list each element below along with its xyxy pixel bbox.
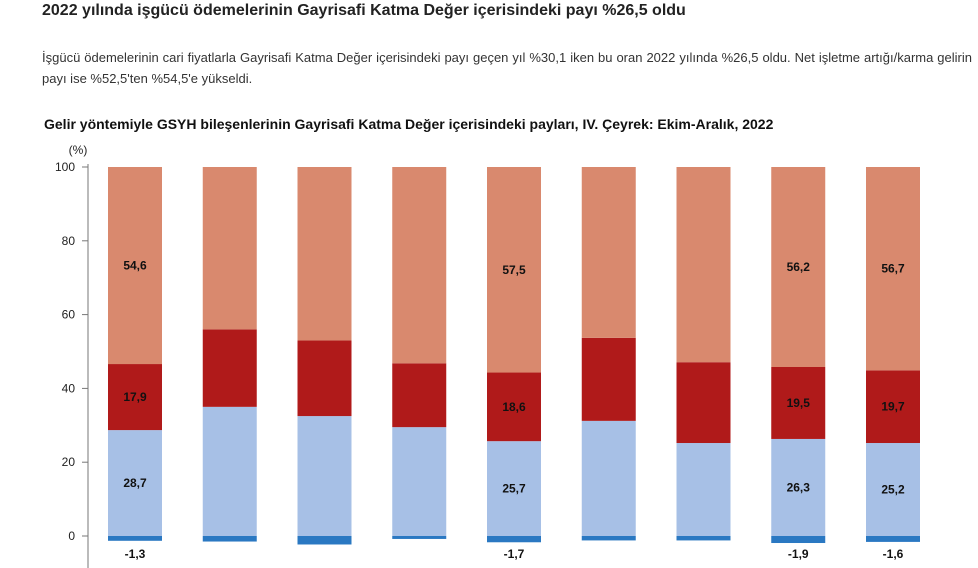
bar-segment-labor [487,441,541,536]
y-tick-label: 100 [55,160,75,174]
bar-segment-labor [676,443,731,536]
bar-segment-labor [297,416,352,536]
data-label: -1,9 [788,547,809,561]
bar-segment-taxes [392,363,447,428]
data-label: -1,6 [883,547,904,561]
bar-segment-surplus [108,167,162,365]
data-label: 57,5 [502,263,526,277]
bar-segment-labor [108,430,162,536]
bar-segment-negative [581,536,636,541]
bar-segment-taxes [297,340,352,417]
bar-segment-surplus [297,167,352,341]
bar-segment-surplus [866,167,920,371]
data-label: 28,7 [123,476,147,490]
bar-segment-negative [297,536,352,545]
bar-segment-taxes [581,337,636,421]
bar-segment-surplus [581,167,636,338]
bar-segment-negative [487,536,541,543]
bar-segment-labor [392,427,447,536]
bar-segment-taxes [108,364,162,431]
data-label: 25,2 [881,483,905,497]
bar-segment-negative [866,536,920,542]
headline: 2022 yılında işgücü ödemelerinin Gayrisa… [42,2,686,19]
y-tick-label: 20 [62,455,76,469]
bar-segment-taxes [866,370,920,444]
data-label: -1,3 [125,547,146,561]
description-paragraph: İşgücü ödemelerinin cari fiyatlarla Gayr… [42,50,972,86]
bar-segment-labor [202,406,257,536]
y-tick-label: 80 [62,234,76,248]
y-tick-label: 60 [62,308,76,322]
bar-segment-taxes [487,372,541,442]
bar-segment-negative [108,536,162,541]
bar-segment-labor [866,443,920,536]
y-tick-label: 40 [62,381,76,395]
data-label: -1,7 [504,547,525,561]
bar-segment-surplus [487,167,541,373]
bar-segment-surplus [771,167,826,367]
bar-segment-negative [676,536,731,541]
bar-segment-negative [202,536,257,542]
y-tick-label: 0 [68,529,75,543]
data-label: 17,9 [123,390,147,404]
bar-segment-taxes [202,329,257,407]
bar-segment-taxes [771,366,826,439]
bar-segment-surplus [392,167,447,364]
data-label: 26,3 [787,480,811,494]
data-label: 56,7 [881,262,905,276]
y-axis-unit-label: (%) [69,143,88,157]
data-label: 56,2 [787,260,811,274]
bar-segment-surplus [676,167,731,363]
bar-segment-labor [771,438,826,536]
bar-segment-taxes [676,362,731,444]
data-label: 54,6 [123,259,147,273]
data-label: 19,5 [787,396,811,410]
bar-segment-negative [771,536,826,544]
bar-segment-labor [581,420,636,536]
data-label: 18,6 [502,400,526,414]
chart-title: Gelir yöntemiyle GSYH bileşenlerinin Gay… [44,116,774,132]
data-label: 19,7 [881,400,905,414]
data-label: 25,7 [502,482,526,496]
bar-segment-negative [392,536,447,539]
bar-segment-surplus [202,167,257,330]
